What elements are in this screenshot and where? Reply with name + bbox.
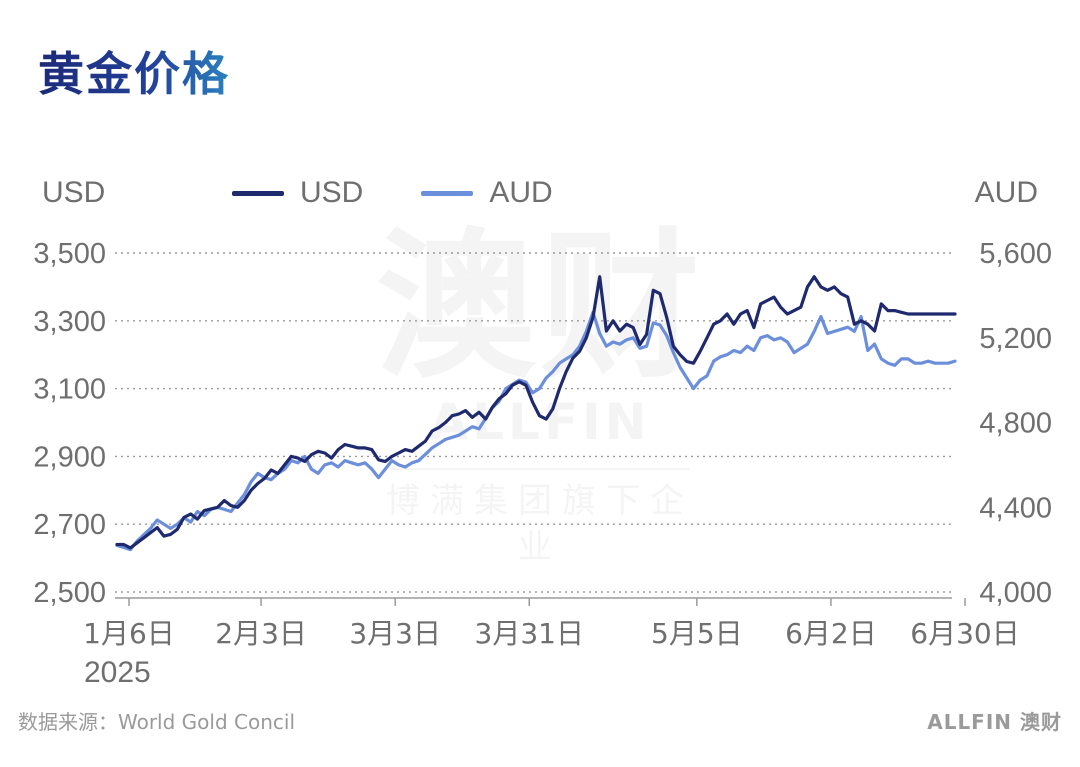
legend-label-aud: AUD xyxy=(489,176,553,209)
right-axis-unit: AUD xyxy=(974,176,1038,209)
source-note: 数据来源：World Gold Concil xyxy=(18,710,296,734)
legend-label-usd: USD xyxy=(300,176,364,209)
y-right-tick-label: 4,800 xyxy=(979,408,1052,440)
y-left-tick-label: 3,300 xyxy=(33,306,106,338)
brand-logo: ALLFIN 澳财 xyxy=(927,710,1062,734)
chart-title: 黄金价格 xyxy=(38,38,230,104)
legend-item-usd: USD xyxy=(232,176,363,210)
y-left-tick-label: 2,700 xyxy=(33,509,106,541)
y-right-tick-label: 4,400 xyxy=(979,492,1052,524)
x-tick-label: 2月3日 xyxy=(215,617,307,650)
series-line-usd xyxy=(115,275,957,550)
y-right-tick-label: 4,000 xyxy=(979,577,1052,609)
x-tick-label: 3月31日 xyxy=(475,617,584,650)
legend-item-aud: AUD xyxy=(421,176,553,210)
x-tick-label: 5月5日 xyxy=(651,617,743,650)
y-left-tick-label: 3,500 xyxy=(33,238,106,270)
x-axis-year: 2025 xyxy=(84,656,151,689)
legend-swatch-aud xyxy=(421,190,474,196)
y-right-tick-label: 5,200 xyxy=(979,323,1052,355)
x-tick-label: 3月3日 xyxy=(349,617,441,650)
x-tick-label: 6月2日 xyxy=(785,617,877,650)
x-tick-label: 6月30日 xyxy=(910,617,1019,650)
right-y-axis: 4,000 4,400 4,800 5,200 5,600 xyxy=(979,238,1052,609)
y-left-tick-label: 2,500 xyxy=(33,577,106,609)
x-tick-label: 1月6日 xyxy=(83,617,175,650)
y-left-tick-label: 3,100 xyxy=(33,374,106,406)
legend: USD AUD xyxy=(232,176,553,210)
y-right-tick-label: 5,600 xyxy=(979,238,1052,270)
y-left-tick-label: 2,900 xyxy=(33,441,106,473)
left-y-axis: 2,500 2,700 2,900 3,100 3,300 3,500 xyxy=(33,238,106,609)
grid-lines xyxy=(115,252,952,593)
x-axis: 1月6日 2月3日 3月3日 3月31日 5月5日 6月2日 6月30日 xyxy=(83,597,1020,650)
series-line-aud xyxy=(115,310,957,552)
series-lines xyxy=(115,275,957,552)
left-axis-unit: USD xyxy=(42,176,106,209)
legend-swatch-usd xyxy=(232,190,284,196)
